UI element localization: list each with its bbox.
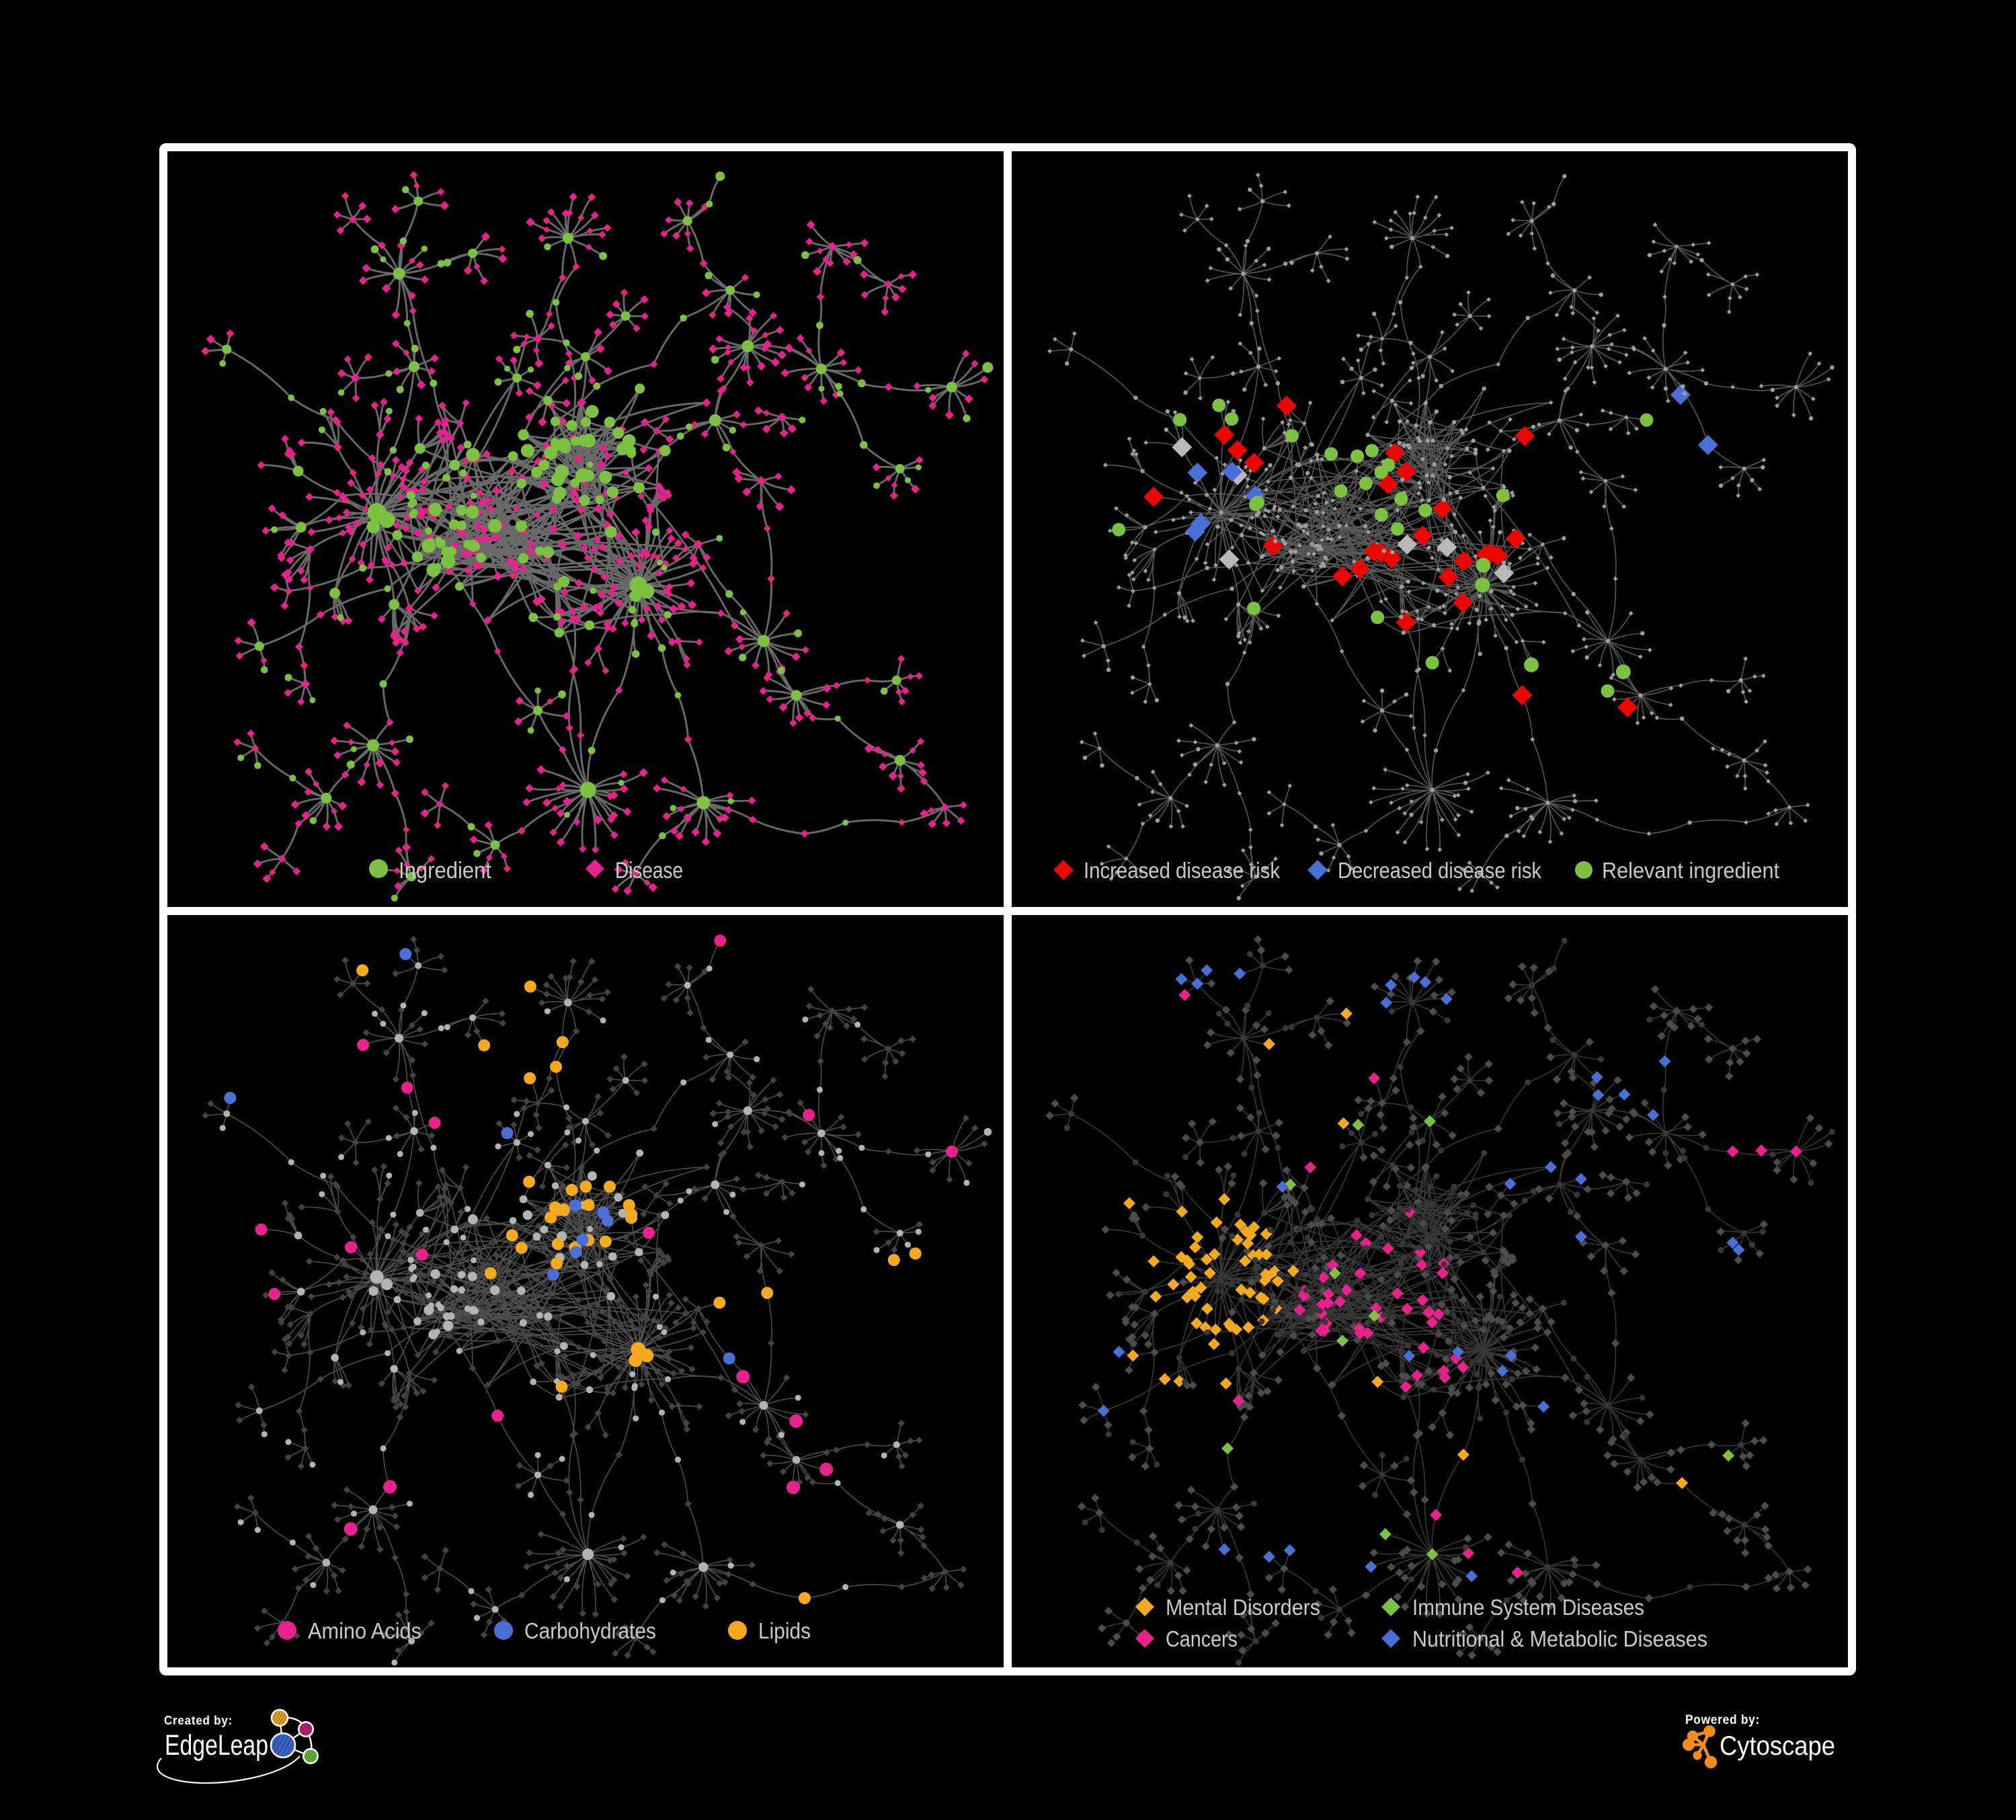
svg-text:EdgeLeap: EdgeLeap <box>165 1729 268 1762</box>
svg-text:Disease: Disease <box>615 858 683 883</box>
svg-text:Ingredient: Ingredient <box>399 858 491 883</box>
svg-text:Increased disease risk: Increased disease risk <box>1084 858 1280 883</box>
svg-text:Cancers: Cancers <box>1166 1626 1238 1651</box>
svg-text:Cytoscape: Cytoscape <box>1720 1731 1835 1761</box>
svg-text:Mental Disorders: Mental Disorders <box>1166 1595 1320 1620</box>
svg-text:Carbohydrates: Carbohydrates <box>524 1618 656 1643</box>
svg-text:Nutritional & Metabolic Diseas: Nutritional & Metabolic Diseases <box>1412 1626 1707 1651</box>
svg-text:Lipids: Lipids <box>758 1618 811 1643</box>
svg-text:Powered by:: Powered by: <box>1685 1713 1760 1727</box>
svg-text:Amino Acids: Amino Acids <box>308 1618 421 1643</box>
svg-text:Relevant ingredient: Relevant ingredient <box>1602 858 1779 883</box>
svg-text:Created by:: Created by: <box>164 1714 233 1727</box>
svg-text:Decreased disease risk: Decreased disease risk <box>1338 858 1541 883</box>
svg-text:Immune System Diseases: Immune System Diseases <box>1412 1595 1644 1620</box>
